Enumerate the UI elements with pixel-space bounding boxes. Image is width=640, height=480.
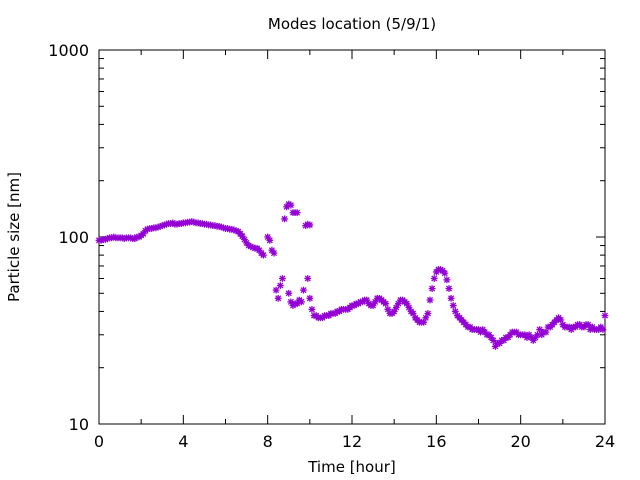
data-point	[272, 286, 280, 294]
x-tick-label: 12	[342, 432, 362, 451]
data-point	[489, 336, 497, 344]
data-point	[298, 298, 305, 306]
x-tick-label: 24	[595, 432, 615, 451]
data-point	[306, 221, 314, 229]
x-tick-label: 8	[263, 432, 273, 451]
data-point	[266, 236, 274, 244]
y-axis: 10 100 1000	[48, 41, 605, 434]
data-point	[308, 306, 316, 313]
data-point	[304, 275, 312, 282]
data-point	[409, 310, 417, 317]
data-point	[426, 296, 434, 304]
data-point	[285, 289, 293, 297]
x-tick-label: 16	[426, 432, 446, 451]
x-tick-label: 20	[510, 432, 530, 451]
data-point	[382, 300, 390, 308]
x-axis-label: Time [hour]	[307, 458, 396, 476]
plot-frame	[98, 49, 606, 425]
y-tick-label: 100	[58, 228, 89, 247]
data-point	[306, 294, 314, 302]
data-point	[270, 249, 278, 257]
data-point	[445, 285, 453, 292]
x-tick-label: 0	[94, 432, 104, 451]
data-point	[443, 276, 451, 284]
data-point	[424, 310, 432, 317]
chart-title: Modes location (5/9/1)	[268, 15, 436, 33]
data-point	[281, 215, 288, 223]
data-point	[599, 326, 607, 333]
data-point	[428, 285, 436, 292]
data-point	[300, 286, 307, 294]
data-point	[274, 294, 282, 302]
y-tick-label: 10	[69, 415, 89, 434]
x-tick-label: 4	[178, 432, 188, 451]
data-point	[276, 282, 284, 289]
data-point	[260, 251, 267, 259]
data-point	[279, 275, 286, 282]
y-axis-label: Particle size [nm]	[5, 172, 23, 302]
data-point	[441, 269, 449, 277]
data-point	[447, 294, 455, 302]
data-point	[449, 302, 457, 309]
data-point	[601, 312, 609, 319]
data-point	[293, 209, 301, 217]
x-axis: 0 4 8 12 16 20 24	[94, 50, 615, 451]
data-point	[430, 275, 438, 282]
y-tick-label: 1000	[48, 41, 89, 60]
data-points	[95, 200, 609, 350]
data-point	[287, 201, 295, 209]
